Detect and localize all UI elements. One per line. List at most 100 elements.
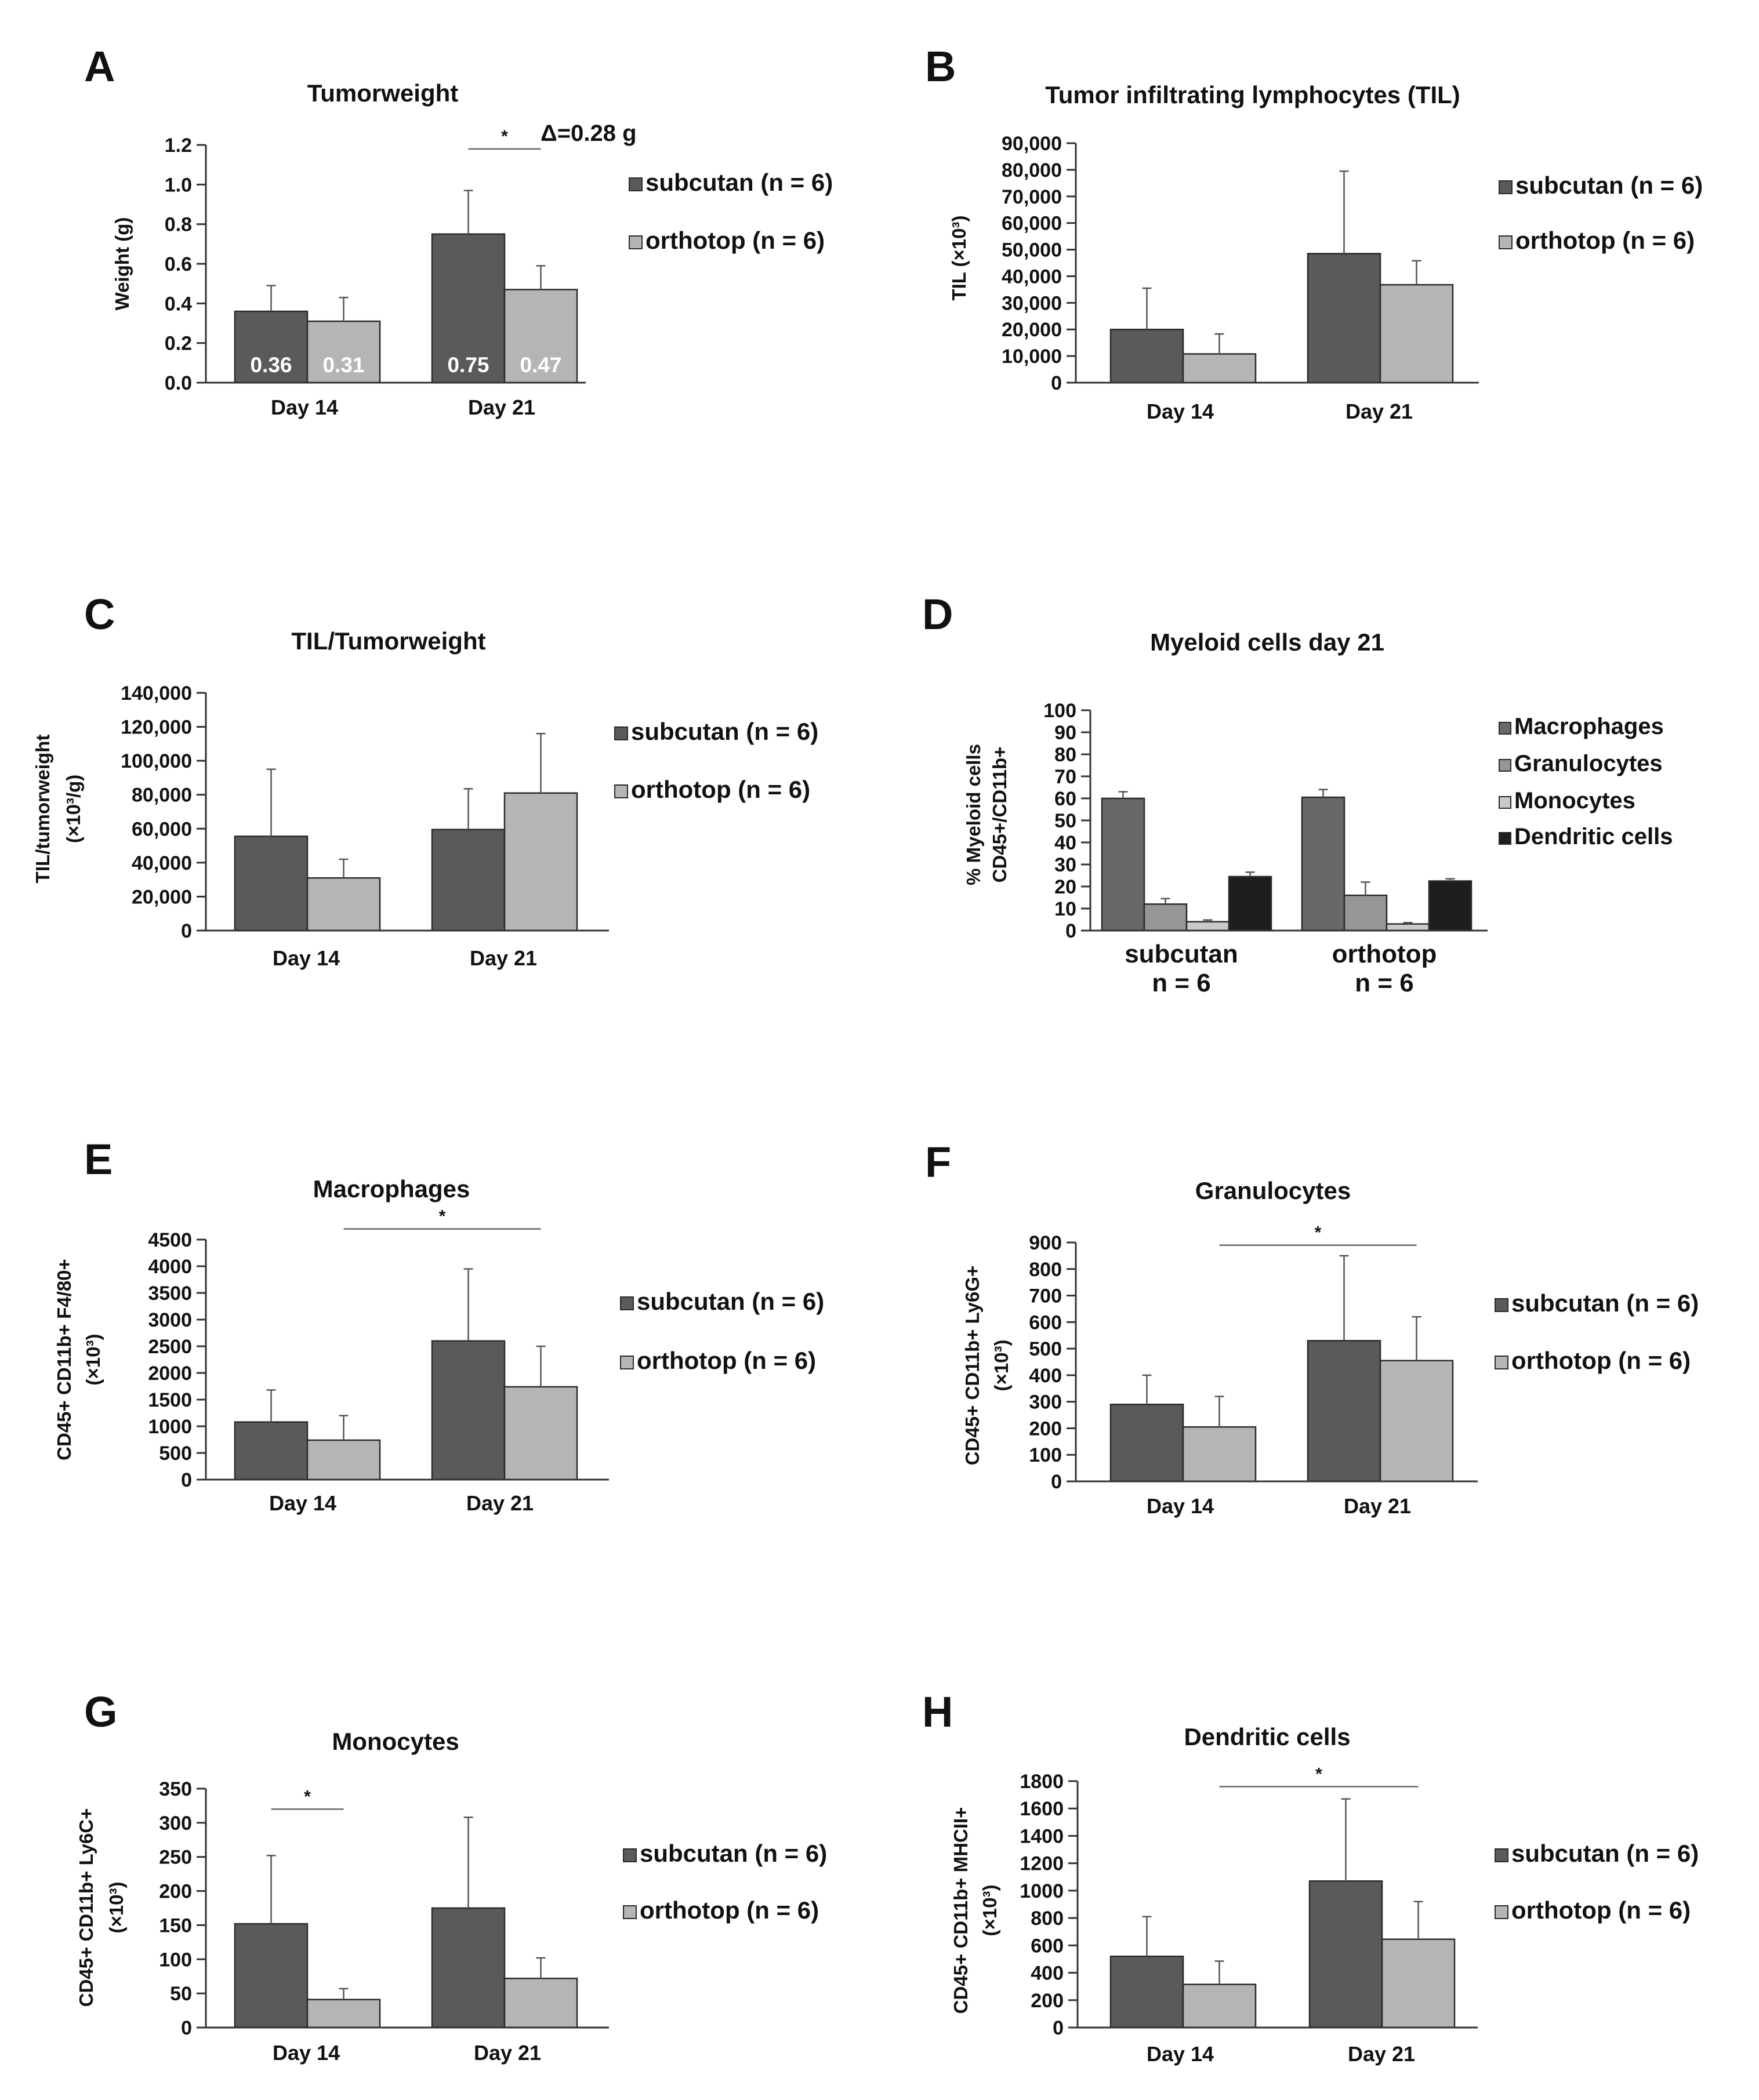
delta-annotation: Δ=0.28 g bbox=[541, 121, 637, 146]
legend-label: orthotop (n = 6) bbox=[640, 1896, 819, 1924]
significance-marker: * bbox=[501, 127, 508, 146]
y-tick-label: 0 bbox=[1065, 920, 1076, 942]
panel-label: G bbox=[84, 1688, 118, 1736]
legend-label: Dendritic cells bbox=[1514, 824, 1673, 849]
y-tick-label: 150 bbox=[159, 1914, 192, 1936]
y-tick-label: 30,000 bbox=[1002, 292, 1062, 314]
y-tick-label: 2000 bbox=[148, 1363, 192, 1385]
y-tick-label: 800 bbox=[1031, 1908, 1064, 1930]
legend-label: Granulocytes bbox=[1514, 751, 1663, 776]
legend-label: subcutan (n = 6) bbox=[645, 169, 833, 196]
legend-swatch-subcutan bbox=[614, 726, 628, 740]
x-tick-label: subcutan bbox=[1125, 940, 1238, 968]
legend-label: Macrophages bbox=[1514, 714, 1664, 739]
bar-monocytes-1 bbox=[1185, 921, 1230, 932]
legend-swatch-subcutan bbox=[1499, 180, 1513, 194]
y-tick-label: 80 bbox=[1054, 744, 1076, 766]
y-tick-label: 20 bbox=[1054, 876, 1076, 898]
y-tick-label: 1000 bbox=[148, 1416, 192, 1438]
y-tick-label: 1.0 bbox=[165, 174, 192, 196]
bar-data-label: 0.31 bbox=[322, 353, 364, 377]
y-tick-label: 350 bbox=[159, 1778, 192, 1800]
bar-subcutan-2 bbox=[431, 829, 506, 932]
y-tick-label: 0.6 bbox=[165, 253, 192, 275]
y-tick-label: 0 bbox=[1051, 1471, 1062, 1493]
y-axis-label: Weight (g) bbox=[111, 217, 133, 311]
y-tick-label: 600 bbox=[1029, 1311, 1062, 1334]
significance-marker: * bbox=[439, 1207, 446, 1226]
y-axis-label: CD45+ CD11b+ Ly6G+ bbox=[962, 1266, 983, 1466]
y-tick-label: 40 bbox=[1054, 832, 1076, 854]
y-axis-label: (×10³) bbox=[82, 1334, 104, 1386]
x-tick-label: Day 21 bbox=[1345, 399, 1413, 423]
panel-b: B Tumor infiltrating lymphocytes (TIL) 0 10… bbox=[925, 42, 1703, 423]
y-tick-label: 60,000 bbox=[1002, 213, 1062, 235]
panel-a: A Tumorweight 0.0 0.2 0.4 0.6 0.8 1.0 1.2 0.36 0.7… bbox=[84, 42, 833, 419]
legend-swatch-orthotop bbox=[614, 784, 628, 798]
y-tick-label: 300 bbox=[1029, 1391, 1062, 1414]
y-tick-label: 0.2 bbox=[165, 333, 192, 355]
bar-monocytes-2 bbox=[1386, 923, 1430, 932]
y-tick-label: 100 bbox=[1029, 1444, 1062, 1466]
y-tick-label: 80,000 bbox=[1002, 159, 1062, 181]
y-tick-label: 50 bbox=[170, 1983, 192, 2005]
bar-orthotop-1 bbox=[306, 1439, 381, 1481]
y-tick-label: 70,000 bbox=[1002, 186, 1062, 208]
bar-orthotop-1 bbox=[1182, 1426, 1257, 1483]
bar-data-label: 0.47 bbox=[520, 353, 561, 377]
y-tick-label: 70 bbox=[1054, 766, 1076, 788]
y-tick-label: 0.0 bbox=[165, 372, 192, 394]
y-axis-label: TIL (×10³) bbox=[948, 215, 970, 300]
bar-data-label: 0.36 bbox=[250, 353, 292, 377]
legend-swatch-granulocytes bbox=[1499, 759, 1511, 772]
y-tick-label: 120,000 bbox=[121, 717, 192, 739]
significance-marker: * bbox=[1315, 1764, 1322, 1783]
y-tick-label: 0 bbox=[1051, 372, 1062, 394]
bar-orthotop-2 bbox=[503, 1386, 578, 1481]
bar-granulocytes-2 bbox=[1343, 894, 1388, 932]
y-tick-label: 700 bbox=[1029, 1285, 1062, 1307]
panel-label: C bbox=[84, 590, 115, 638]
panel-d: D Myeloid cells day 21 0102030405060708090… bbox=[922, 590, 1673, 997]
chart-title: Dendritic cells bbox=[1184, 1723, 1350, 1750]
y-tick-label: 0.8 bbox=[165, 214, 192, 236]
y-tick-label: 200 bbox=[1029, 1418, 1062, 1440]
legend-label: orthotop (n = 6) bbox=[631, 776, 810, 803]
y-tick-label: 0 bbox=[1053, 2017, 1064, 2039]
y-tick-label: 600 bbox=[1031, 1935, 1064, 1957]
legend-label: orthotop (n = 6) bbox=[1511, 1896, 1691, 1924]
y-tick-label: 1800 bbox=[1020, 1771, 1064, 1793]
legend-swatch-orthotop bbox=[1495, 1356, 1508, 1369]
y-tick-label: 200 bbox=[1031, 1990, 1064, 2012]
legend-swatch-orthotop bbox=[620, 1356, 634, 1369]
significance-marker: * bbox=[1315, 1223, 1322, 1242]
chart-title: TIL/Tumorweight bbox=[291, 627, 485, 655]
bar-orthotop-1 bbox=[1182, 353, 1257, 384]
y-axis-label: CD45+/CD11b+ bbox=[989, 747, 1010, 883]
legend-swatch-subcutan bbox=[1495, 1298, 1508, 1312]
y-tick-label: 80,000 bbox=[132, 784, 192, 806]
bar-dendritic-1 bbox=[1228, 875, 1272, 932]
legend-label: subcutan (n = 6) bbox=[637, 1288, 824, 1315]
x-tick-label: Day 14 bbox=[271, 395, 338, 419]
y-tick-label: 500 bbox=[159, 1443, 192, 1465]
y-tick-label: 40,000 bbox=[132, 852, 192, 874]
legend-label: subcutan (n = 6) bbox=[1511, 1289, 1699, 1317]
bar-subcutan-1 bbox=[234, 835, 309, 932]
legend-label: subcutan (n = 6) bbox=[631, 718, 818, 745]
legend-swatch-dendritic bbox=[1499, 832, 1511, 845]
y-tick-label: 300 bbox=[159, 1812, 192, 1834]
y-tick-label: 100,000 bbox=[121, 750, 192, 772]
chart-title: Monocytes bbox=[332, 1728, 459, 1755]
x-tick-label: Day 21 bbox=[1344, 1494, 1411, 1518]
panel-label: B bbox=[925, 42, 956, 90]
bar-orthotop-2 bbox=[1379, 284, 1454, 384]
legend-label: orthotop (n = 6) bbox=[645, 227, 825, 254]
y-axis-label: (×10³/g) bbox=[63, 775, 84, 843]
legend-swatch-monocytes bbox=[1499, 796, 1511, 809]
chart-title: Macrophages bbox=[313, 1175, 470, 1202]
y-tick-label: 1000 bbox=[1020, 1880, 1064, 1902]
y-axis-label: CD45+ CD11b+ MHCII+ bbox=[950, 1807, 971, 2014]
legend-swatch-subcutan bbox=[623, 1848, 637, 1862]
